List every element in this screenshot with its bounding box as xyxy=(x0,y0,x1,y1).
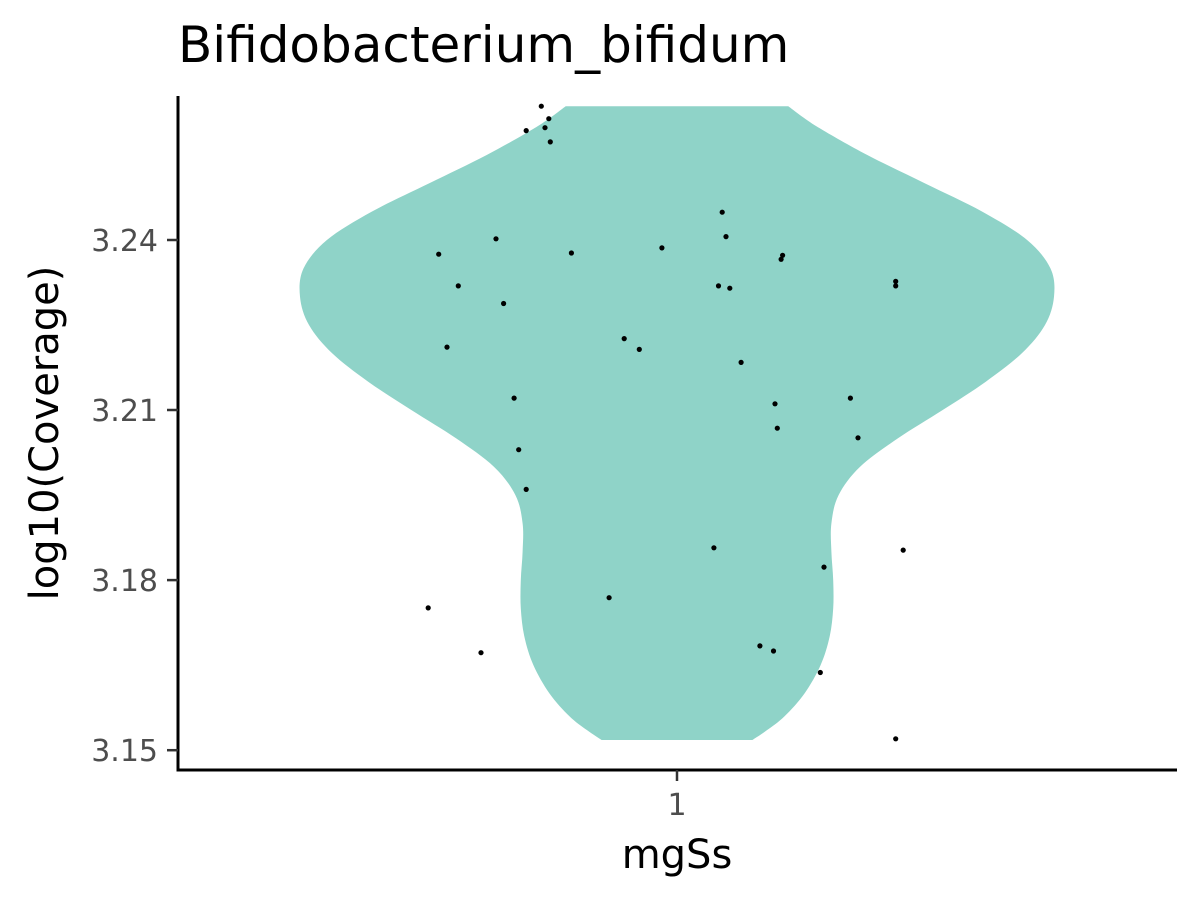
data-point xyxy=(621,336,627,342)
data-point xyxy=(893,736,899,742)
y-axis-title: log10(Coverage) xyxy=(22,266,68,601)
data-point xyxy=(772,401,778,407)
data-point xyxy=(546,116,552,122)
data-point xyxy=(568,250,575,256)
data-point xyxy=(511,395,517,401)
data-point xyxy=(893,278,899,284)
chart-title: Bifidobacterium_bifidum xyxy=(178,16,789,74)
data-point xyxy=(855,435,861,441)
violin-body xyxy=(299,106,1055,740)
data-point xyxy=(455,283,461,289)
data-points xyxy=(425,103,906,742)
data-point xyxy=(723,234,729,240)
data-point xyxy=(444,344,450,350)
data-point xyxy=(778,256,784,262)
y-tick-label: 3.15 xyxy=(91,734,158,769)
y-tick-label: 3.21 xyxy=(91,394,158,429)
data-point xyxy=(817,669,823,676)
data-point xyxy=(501,300,507,307)
data-point xyxy=(659,245,665,251)
data-point xyxy=(516,447,522,453)
data-point xyxy=(719,209,725,215)
x-tick-label: 1 xyxy=(667,788,686,823)
data-point xyxy=(538,103,544,109)
data-point xyxy=(757,643,763,649)
y-tick-label: 3.24 xyxy=(91,224,158,259)
x-axis-title: mgSs xyxy=(622,832,733,878)
data-point xyxy=(727,285,733,291)
y-tick-label: 3.18 xyxy=(91,564,158,599)
data-point xyxy=(636,346,642,352)
data-point xyxy=(900,547,906,553)
data-point xyxy=(523,128,529,134)
data-point xyxy=(738,359,744,365)
data-point xyxy=(478,650,484,656)
data-point xyxy=(425,605,431,611)
data-point xyxy=(436,251,442,257)
data-point xyxy=(542,125,548,131)
data-point xyxy=(780,252,786,258)
data-point xyxy=(847,395,854,401)
data-point xyxy=(774,425,780,431)
data-point xyxy=(523,486,529,492)
data-point xyxy=(715,283,722,289)
data-point xyxy=(770,648,777,654)
data-point xyxy=(711,545,717,551)
y-axis-ticks: 3.15 3.18 3.21 3.24 xyxy=(91,224,178,769)
data-point xyxy=(493,236,499,242)
data-point xyxy=(821,564,827,570)
data-point xyxy=(547,139,553,145)
data-point xyxy=(893,283,899,289)
data-point xyxy=(606,595,612,601)
